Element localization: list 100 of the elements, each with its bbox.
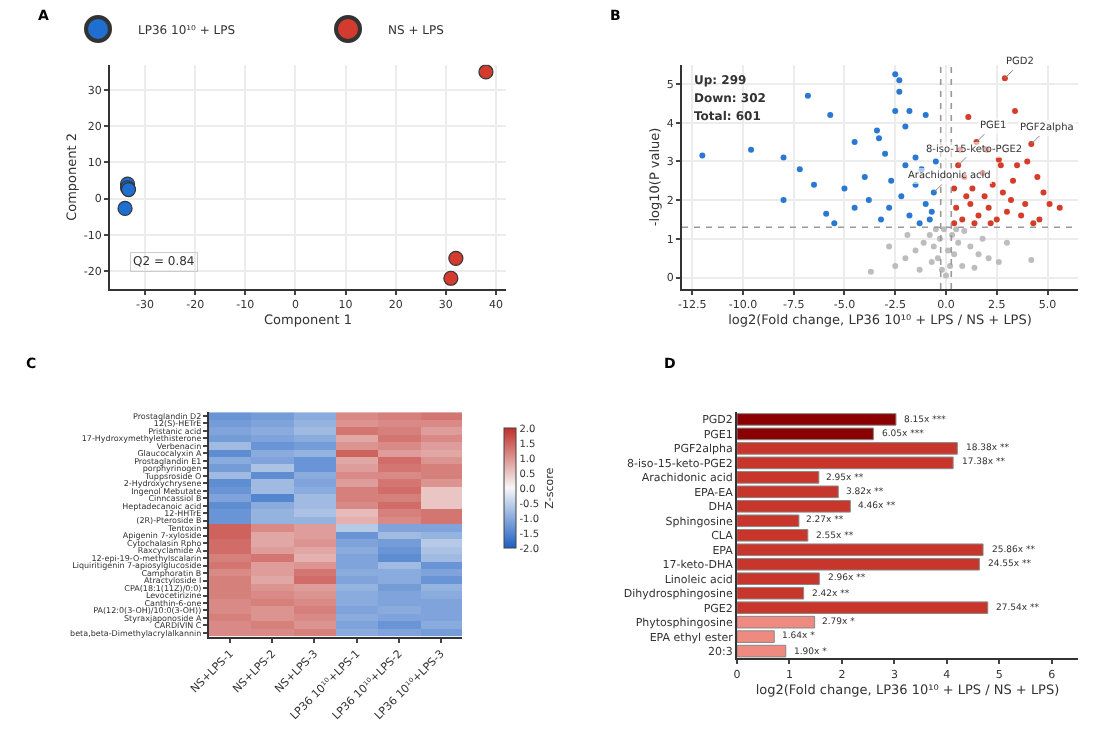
point [1003, 239, 1010, 246]
point [780, 154, 787, 161]
point [478, 64, 494, 80]
point [1022, 200, 1029, 207]
point [955, 239, 962, 246]
point [117, 200, 133, 216]
point [912, 247, 919, 254]
point [1003, 208, 1010, 215]
point [904, 231, 911, 238]
point [961, 228, 968, 235]
point [886, 204, 893, 211]
point [943, 272, 949, 279]
point [965, 113, 972, 120]
point [1010, 177, 1017, 184]
point [971, 264, 978, 271]
point [699, 152, 706, 159]
point [780, 197, 787, 204]
point [804, 92, 811, 99]
point [1024, 158, 1031, 165]
point [1014, 162, 1021, 169]
point [997, 162, 1004, 169]
point [861, 173, 868, 180]
point [875, 135, 882, 142]
point [906, 212, 913, 219]
point [932, 158, 939, 165]
point [1028, 257, 1035, 264]
point [953, 204, 960, 211]
point [906, 108, 913, 115]
point [811, 181, 817, 188]
point [831, 220, 838, 227]
point [985, 255, 992, 262]
point [823, 210, 830, 217]
point [934, 255, 941, 262]
point [999, 189, 1006, 196]
point [916, 266, 923, 273]
point [867, 268, 874, 275]
point [981, 193, 988, 200]
point [873, 127, 880, 134]
point [928, 259, 935, 266]
point [748, 146, 755, 153]
point [1018, 212, 1025, 219]
point [989, 181, 996, 188]
point [969, 185, 976, 192]
point [912, 181, 919, 188]
point [975, 212, 982, 219]
point [892, 108, 899, 115]
point [920, 239, 927, 246]
point [892, 71, 899, 78]
point [902, 255, 909, 262]
point [912, 154, 919, 161]
point [922, 111, 929, 118]
point [985, 204, 992, 211]
point [841, 185, 848, 192]
point [1012, 108, 1019, 115]
point [902, 162, 909, 169]
point [1040, 189, 1047, 196]
point [886, 243, 893, 250]
point [993, 216, 1000, 223]
point [940, 226, 947, 233]
point [888, 177, 895, 184]
point [898, 193, 905, 200]
point [959, 262, 966, 269]
point [926, 216, 933, 223]
point [851, 139, 858, 146]
point [979, 235, 986, 242]
point [1056, 204, 1063, 211]
point [995, 259, 1002, 266]
point [928, 208, 935, 215]
point [865, 197, 872, 204]
point [1007, 197, 1014, 204]
point [926, 231, 933, 238]
point [878, 216, 885, 223]
point [1046, 200, 1053, 207]
point [827, 111, 834, 118]
point [975, 251, 982, 258]
point [967, 243, 974, 250]
point [443, 270, 459, 286]
point [916, 220, 923, 227]
point [796, 166, 803, 173]
point [930, 243, 937, 250]
point [922, 200, 929, 207]
point [851, 204, 858, 211]
point [951, 251, 958, 258]
point [995, 156, 1002, 163]
point [971, 220, 978, 227]
point [1034, 173, 1041, 180]
point [959, 216, 966, 223]
point [448, 250, 464, 266]
point [987, 220, 994, 227]
point [967, 200, 974, 207]
point [951, 220, 958, 227]
point [953, 226, 960, 233]
point [963, 193, 970, 200]
point [1030, 220, 1037, 227]
point [1036, 216, 1043, 223]
point [896, 77, 903, 84]
point [892, 262, 899, 269]
point [882, 150, 889, 157]
point [896, 88, 903, 95]
point [902, 123, 909, 130]
